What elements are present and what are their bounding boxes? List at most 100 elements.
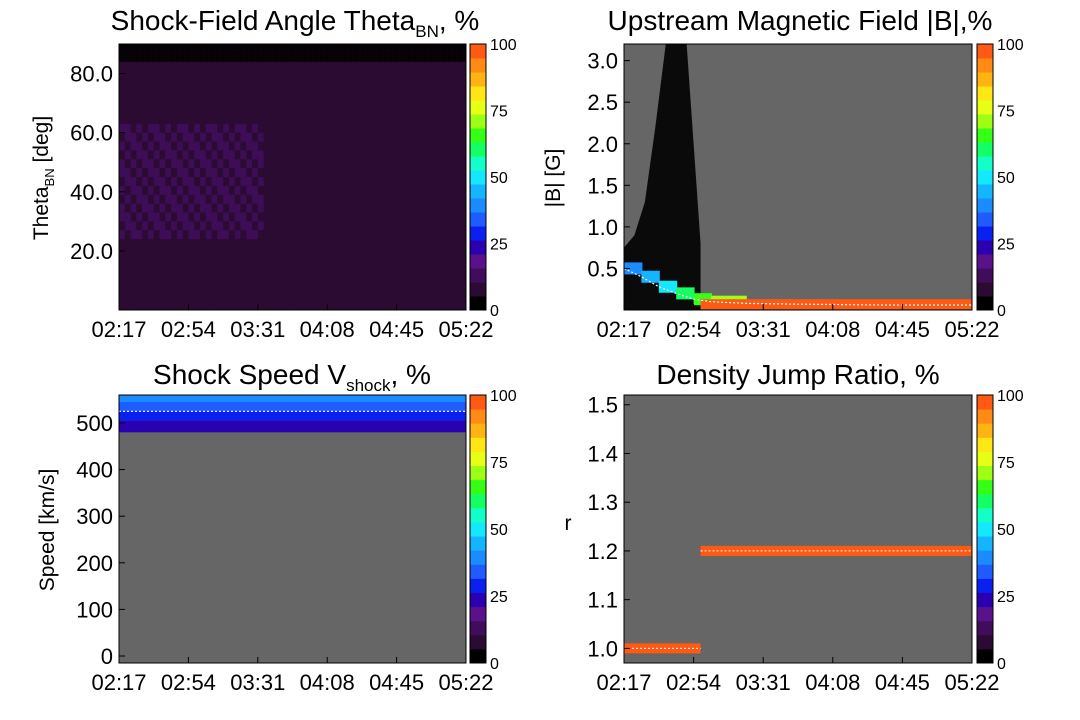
heatmap-cell — [431, 185, 438, 196]
heatmap-cell — [385, 256, 392, 267]
panel-magnetic-field: Upstream Magnetic Field |B|,% |B| [G] 0.… — [542, 5, 1024, 342]
heatmap-cell — [454, 123, 461, 134]
colorbar-tick-label: 75 — [490, 455, 508, 472]
heatmap-cell — [269, 256, 276, 267]
heatmap-cell — [442, 132, 450, 143]
heatmap-cell — [327, 239, 334, 249]
heatmap-cell — [367, 239, 374, 249]
heatmap-cell — [431, 230, 438, 240]
heatmap-cell — [292, 212, 299, 222]
heatmap-cell — [425, 159, 432, 169]
heatmap-cell — [269, 194, 276, 205]
heatmap-cell — [171, 247, 178, 258]
colorbar-segment — [977, 592, 993, 608]
heatmap-cell — [321, 159, 328, 169]
heatmap-cell — [199, 247, 207, 258]
heatmap-cell — [257, 212, 265, 222]
heatmap-cell — [379, 239, 386, 249]
heatmap-cell — [298, 52, 305, 63]
heatmap-cell — [263, 61, 270, 72]
heatmap-cell — [402, 301, 409, 311]
heatmap-cell — [228, 106, 236, 116]
heatmap-cell — [437, 292, 444, 302]
heatmap-cell — [223, 177, 230, 187]
heatmap-cell — [413, 141, 421, 151]
heatmap-cell — [124, 97, 132, 107]
heatmap-cell — [338, 141, 346, 151]
heatmap-cell — [269, 150, 276, 160]
heatmap-cell — [396, 177, 403, 187]
heatmap-cell — [390, 88, 398, 98]
heatmap-cell — [246, 203, 253, 213]
heatmap-cell — [205, 292, 213, 302]
heatmap-cell — [211, 274, 218, 284]
heatmap-cell — [176, 203, 184, 213]
colorbar-segment — [470, 423, 486, 438]
heatmap-cell — [280, 88, 288, 98]
heatmap-cell — [425, 221, 432, 231]
heatmap-cell — [176, 301, 184, 311]
heatmap-cell — [240, 301, 247, 311]
heatmap-cell — [298, 168, 305, 178]
heatmap-cell — [379, 168, 386, 178]
heatmap-cell — [298, 212, 305, 222]
heatmap-cell — [269, 177, 276, 187]
heatmap-cell — [280, 292, 288, 302]
heatmap-cell — [130, 150, 137, 160]
heatmap-cell — [350, 301, 357, 311]
heatmap-cell — [379, 247, 386, 258]
heatmap-cell — [321, 212, 328, 222]
heatmap-cell — [385, 159, 392, 169]
plot-frame — [118, 394, 467, 664]
heatmap-cell — [298, 88, 305, 98]
heatmap-cell — [298, 79, 305, 89]
heatmap-cell — [448, 256, 455, 267]
heatmap-cell — [350, 168, 357, 178]
heatmap-cell — [124, 70, 132, 80]
heatmap-cell — [136, 168, 143, 178]
heatmap-cell — [159, 159, 166, 169]
heatmap-cell — [390, 292, 398, 302]
heatmap-cell — [327, 88, 334, 98]
heatmap-cell — [263, 292, 270, 302]
heatmap-cell — [448, 301, 455, 311]
heatmap-cell — [361, 239, 369, 249]
heatmap-cell — [246, 301, 253, 311]
heatmap-cell — [448, 212, 455, 222]
heatmap-cell — [431, 106, 438, 116]
heatmap-cell — [448, 114, 455, 125]
heatmap-cell — [211, 239, 218, 249]
heatmap-cell — [252, 61, 259, 72]
heatmap-cell — [431, 150, 438, 160]
heatmap-cell — [182, 212, 189, 222]
heatmap-cell — [460, 106, 467, 116]
heatmap-cell — [205, 79, 213, 89]
heatmap-cell — [280, 141, 288, 151]
heatmap-cell — [332, 159, 340, 169]
heatmap-cell — [350, 292, 357, 302]
heatmap-cell — [159, 44, 166, 54]
heatmap-cell — [240, 283, 247, 293]
heatmap-cell — [147, 292, 155, 302]
heatmap-cell — [159, 203, 166, 213]
colorbar-tick-label: 75 — [997, 104, 1015, 121]
heatmap-cell — [211, 185, 218, 196]
heatmap-cell — [142, 177, 149, 187]
colorbar-segment — [470, 156, 486, 171]
heatmap-cell — [408, 274, 415, 284]
heatmap-cell — [419, 247, 427, 258]
heatmap-cell — [460, 194, 467, 205]
heatmap-cell — [442, 185, 450, 196]
heatmap-cell — [379, 292, 386, 302]
heatmap-cell — [437, 132, 444, 143]
heatmap-cell — [269, 88, 276, 98]
y-tick-label: 20.0 — [70, 239, 113, 264]
colorbar-segment — [470, 184, 486, 199]
heatmap-cell — [442, 265, 450, 276]
heatmap-cell — [332, 168, 340, 178]
heatmap-cell — [176, 132, 184, 143]
heatmap-cell — [280, 239, 288, 249]
heatmap-cell — [153, 274, 160, 284]
heatmap-cell — [413, 265, 421, 276]
heatmap-cell — [437, 123, 444, 134]
